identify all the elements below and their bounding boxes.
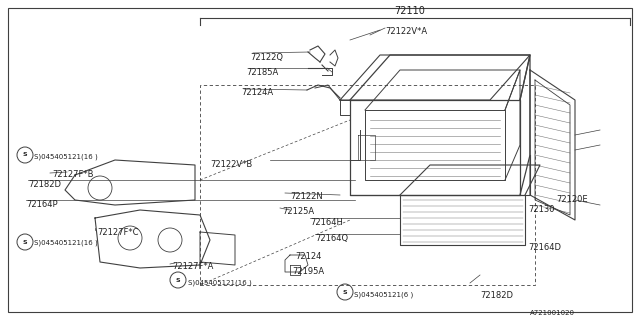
Text: 72122N: 72122N	[290, 192, 323, 201]
Text: 72125A: 72125A	[282, 207, 314, 216]
Text: S)045405121(6 ): S)045405121(6 )	[354, 291, 413, 298]
Text: 72182D: 72182D	[480, 291, 513, 300]
Text: 72164P: 72164P	[26, 200, 58, 209]
Text: S: S	[22, 239, 28, 244]
Text: S: S	[22, 153, 28, 157]
Text: S)045405121(16 ): S)045405121(16 )	[34, 240, 98, 246]
Text: 72164Q: 72164Q	[315, 234, 348, 243]
Text: 72195A: 72195A	[292, 267, 324, 276]
Text: 72182D: 72182D	[28, 180, 61, 189]
Text: 72164H: 72164H	[310, 218, 343, 227]
Text: 72127F*A: 72127F*A	[172, 262, 213, 271]
Text: S)045405121(16 ): S)045405121(16 )	[188, 280, 252, 286]
Text: 72122Q: 72122Q	[250, 53, 283, 62]
Bar	[200, 85, 535, 285]
Text: 72110: 72110	[395, 6, 426, 16]
Text: S: S	[342, 290, 348, 294]
Text: 72130: 72130	[528, 205, 554, 214]
Text: 72185A: 72185A	[246, 68, 278, 77]
Text: 72164D: 72164D	[528, 243, 561, 252]
Text: 72127F*C: 72127F*C	[97, 228, 138, 237]
Text: 72124: 72124	[295, 252, 321, 261]
Text: S: S	[176, 277, 180, 283]
Text: 72122V*B: 72122V*B	[210, 160, 252, 169]
Text: 72124A: 72124A	[241, 88, 273, 97]
Text: 72127F*B: 72127F*B	[52, 170, 93, 179]
Text: 72122V*A: 72122V*A	[385, 27, 427, 36]
Text: A721001020: A721001020	[530, 310, 575, 316]
Text: 72120E: 72120E	[556, 195, 588, 204]
Text: S)045405121(16 ): S)045405121(16 )	[34, 153, 98, 159]
